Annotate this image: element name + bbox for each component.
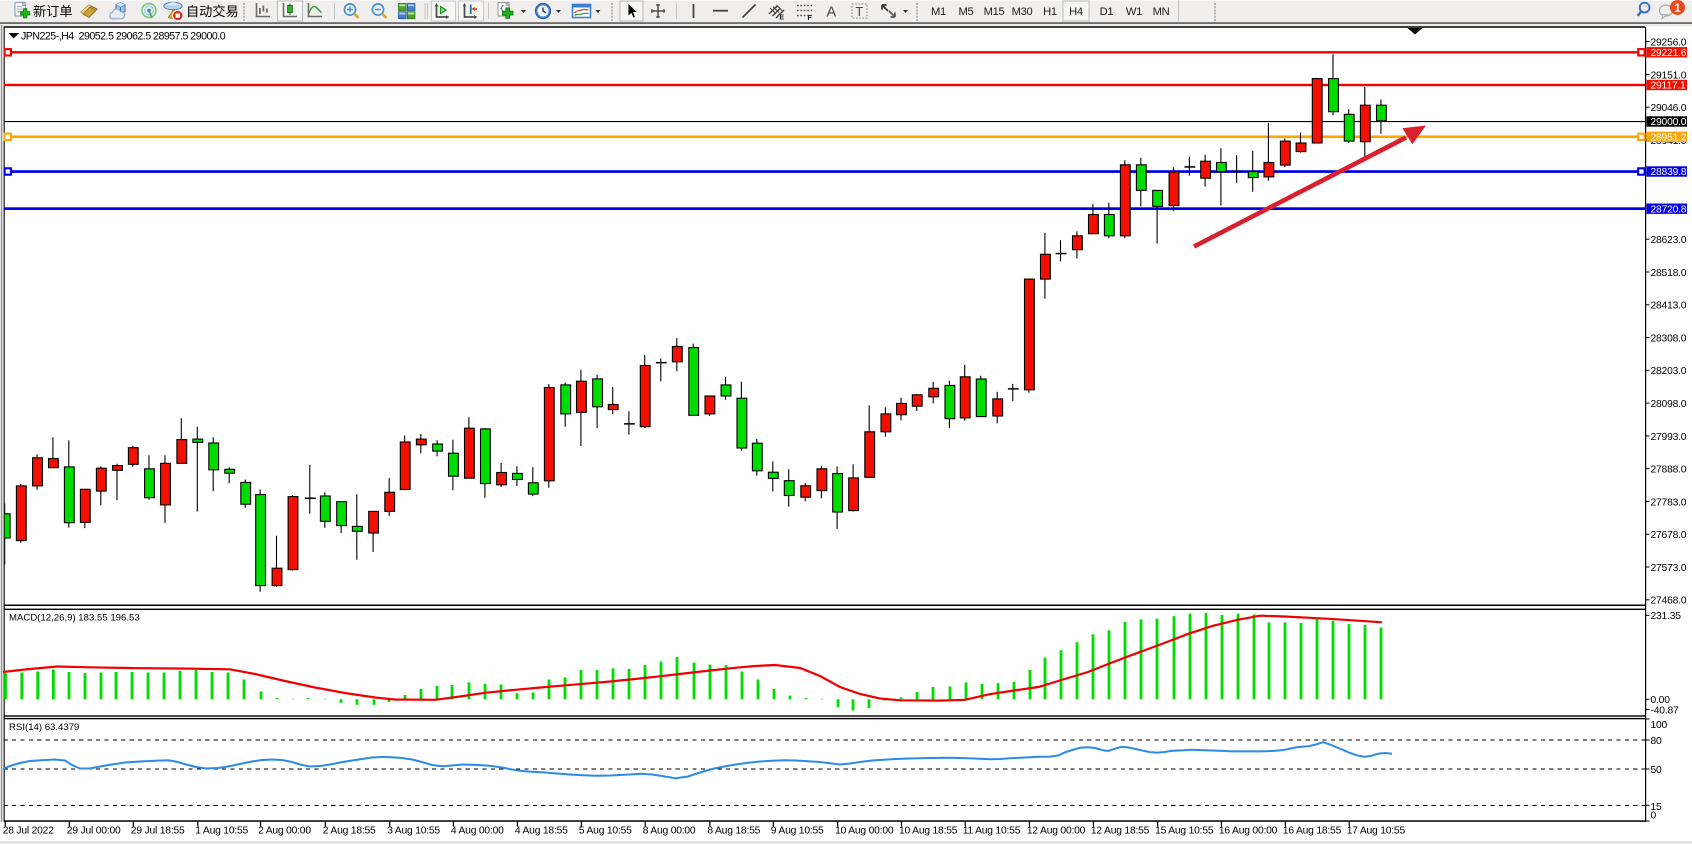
svg-text:10 Aug 18:55: 10 Aug 18:55 [899,826,958,837]
svg-text:H1: H1 [1043,6,1057,18]
svg-text:80: 80 [1651,736,1663,747]
svg-text:29046.0: 29046.0 [1651,103,1687,114]
svg-text:E: E [780,15,785,22]
svg-text:MN: MN [1153,6,1170,18]
svg-text:10 Aug 00:00: 10 Aug 00:00 [835,826,894,837]
svg-text:0.00: 0.00 [1651,695,1671,706]
svg-text:29000.0: 29000.0 [1651,117,1687,128]
svg-text:29151.0: 29151.0 [1651,70,1687,81]
svg-text:4 Aug 18:55: 4 Aug 18:55 [515,826,568,837]
svg-text:A: A [827,5,837,21]
svg-text:28623.0: 28623.0 [1651,235,1687,246]
svg-text:H4: H4 [1069,6,1083,18]
svg-text:12 Aug 18:55: 12 Aug 18:55 [1091,826,1150,837]
svg-text:28839.8: 28839.8 [1651,167,1687,178]
svg-text:29 Jul 00:00: 29 Jul 00:00 [67,826,121,837]
svg-text:29 Jul 18:55: 29 Jul 18:55 [131,826,185,837]
svg-text:28720.8: 28720.8 [1651,204,1687,215]
svg-text:JPN225-,H4 29052.5 29062.5 28: JPN225-,H4 29052.5 29062.5 28957.5 29000… [21,31,226,43]
svg-text:15: 15 [1651,802,1663,813]
svg-text:新订单: 新订单 [33,4,73,19]
svg-text:16 Aug 00:00: 16 Aug 00:00 [1219,826,1278,837]
svg-text:28951.2: 28951.2 [1651,133,1687,144]
svg-text:16 Aug 18:55: 16 Aug 18:55 [1283,826,1342,837]
svg-text:M1: M1 [931,6,946,18]
svg-text:MACD(12,26,9) 183.55 196.53: MACD(12,26,9) 183.55 196.53 [9,613,140,624]
svg-text:50: 50 [1651,765,1663,776]
svg-text:8 Aug 00:00: 8 Aug 00:00 [643,826,696,837]
svg-text:28203.0: 28203.0 [1651,366,1687,377]
svg-text:15 Aug 10:55: 15 Aug 10:55 [1155,826,1214,837]
svg-text:-40.87: -40.87 [1651,705,1679,716]
svg-text:M5: M5 [959,6,974,18]
svg-text:29256.0: 29256.0 [1651,38,1687,49]
svg-text:28 Jul 2022: 28 Jul 2022 [3,826,55,837]
svg-text:28308.0: 28308.0 [1651,334,1687,345]
svg-text:27573.0: 27573.0 [1651,563,1687,574]
svg-text:28413.0: 28413.0 [1651,301,1687,312]
svg-text:17 Aug 10:55: 17 Aug 10:55 [1347,826,1406,837]
svg-text:27993.0: 27993.0 [1651,432,1687,443]
svg-text:11 Aug 10:55: 11 Aug 10:55 [963,826,1021,837]
svg-text:1: 1 [1674,1,1681,15]
svg-text:28098.0: 28098.0 [1651,399,1687,410]
svg-text:12 Aug 00:00: 12 Aug 00:00 [1027,826,1086,837]
svg-text:2 Aug 18:55: 2 Aug 18:55 [323,826,376,837]
svg-text:RSI(14) 63.4379: RSI(14) 63.4379 [9,722,79,733]
svg-text:27783.0: 27783.0 [1651,497,1687,508]
svg-text:M15: M15 [984,6,1005,18]
svg-text:8 Aug 18:55: 8 Aug 18:55 [707,826,760,837]
svg-text:231.35: 231.35 [1651,611,1682,622]
svg-text:W1: W1 [1126,6,1142,18]
svg-text:4 Aug 00:00: 4 Aug 00:00 [451,826,504,837]
svg-text:27468.0: 27468.0 [1651,596,1687,607]
svg-text:T: T [856,5,864,19]
svg-text:29117.1: 29117.1 [1651,81,1687,92]
svg-text:M30: M30 [1012,6,1033,18]
svg-text:28518.0: 28518.0 [1651,268,1687,279]
svg-text:1 Aug 10:55: 1 Aug 10:55 [195,826,248,837]
svg-text:100: 100 [1651,720,1668,731]
svg-text:3 Aug 10:55: 3 Aug 10:55 [387,826,440,837]
svg-text:F: F [808,15,813,22]
svg-text:9 Aug 10:55: 9 Aug 10:55 [771,826,824,837]
svg-text:5 Aug 10:55: 5 Aug 10:55 [579,826,632,837]
svg-text:自动交易: 自动交易 [186,3,239,19]
svg-text:0: 0 [1651,811,1657,822]
svg-text:2 Aug 00:00: 2 Aug 00:00 [258,826,311,837]
svg-text:27888.0: 27888.0 [1651,465,1687,476]
svg-text:27678.0: 27678.0 [1651,530,1687,541]
svg-text:29221.6: 29221.6 [1651,48,1687,59]
svg-text:D1: D1 [1100,6,1114,18]
